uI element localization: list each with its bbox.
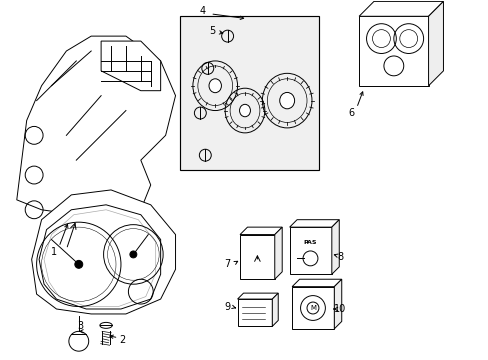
Polygon shape [17, 36, 175, 220]
Polygon shape [237, 293, 278, 299]
Polygon shape [358, 1, 443, 16]
Text: 6: 6 [348, 108, 354, 118]
Polygon shape [240, 227, 282, 235]
Bar [240, 235, 274, 279]
Polygon shape [32, 190, 175, 314]
Bar [180, 16, 319, 170]
Polygon shape [101, 41, 161, 91]
Ellipse shape [208, 79, 221, 93]
Polygon shape [289, 220, 339, 227]
Bar [358, 16, 427, 86]
Polygon shape [291, 279, 341, 287]
Text: PAS: PAS [303, 239, 317, 244]
Bar [291, 287, 334, 329]
Ellipse shape [279, 93, 294, 109]
Polygon shape [272, 293, 278, 327]
Polygon shape [274, 227, 282, 279]
Ellipse shape [239, 104, 250, 117]
Bar [289, 227, 331, 274]
Text: 7: 7 [224, 259, 230, 269]
Text: M: M [309, 305, 315, 311]
Polygon shape [331, 220, 339, 274]
Polygon shape [427, 1, 443, 86]
Circle shape [75, 260, 82, 268]
Text: 9: 9 [224, 302, 230, 311]
Text: 2: 2 [119, 335, 125, 345]
Text: 3: 3 [77, 321, 83, 331]
Circle shape [130, 251, 137, 258]
Text: 4: 4 [200, 6, 205, 16]
Polygon shape [334, 279, 341, 329]
Text: 10: 10 [333, 304, 346, 314]
Text: 5: 5 [209, 26, 215, 36]
Text: 8: 8 [337, 252, 343, 262]
Bar [237, 299, 272, 327]
Text: 1: 1 [51, 247, 57, 257]
